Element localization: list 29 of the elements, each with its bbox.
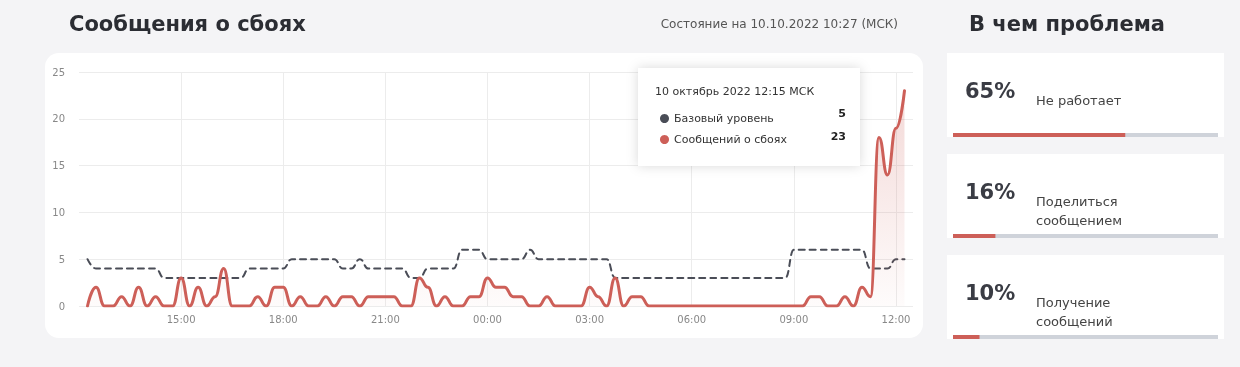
legend-label: Сообщений о сбоях [674, 133, 788, 146]
data-label: 16% [965, 180, 1016, 204]
line-series [86, 248, 906, 279]
data-label: 65% [965, 79, 1016, 103]
data-label: 10% [965, 281, 1016, 305]
y-tick-label: 5 [58, 253, 65, 265]
x-tick-label: 15:00 [166, 313, 196, 325]
y-tick-label: 0 [58, 300, 65, 312]
legend-label: Базовый уровень [674, 112, 774, 125]
legend-title: 10 октябрь 2022 12:15 МСК [655, 85, 815, 98]
x-tick-label: 12:00 [881, 313, 911, 325]
y-tick-label: Получение сообщений [1036, 295, 1115, 329]
y-tick-label: 10 [52, 206, 65, 218]
chart-title: В чем проблема [969, 11, 1166, 36]
x-tick-label: 06:00 [677, 313, 707, 325]
x-tick-label: 03:00 [575, 313, 605, 325]
y-tick-label: 15 [52, 160, 65, 172]
annotation: 23 [830, 130, 846, 143]
chart-title: Сообщения о сбоях [69, 11, 307, 36]
x-tick-label: 09:00 [779, 313, 809, 325]
x-tick-label: 21:00 [370, 313, 400, 325]
annotation: 5 [838, 107, 846, 120]
x-tick-label: 00:00 [473, 313, 502, 325]
y-tick-label: Поделиться сообщением [1036, 194, 1123, 228]
y-tick-label: 25 [52, 66, 65, 78]
chart-subtitle: Состояние на 10.10.2022 10:27 (МСК) [660, 17, 899, 31]
y-tick-label: 20 [52, 113, 65, 125]
y-tick-label: Не работает [1036, 93, 1122, 108]
x-tick-label: 18:00 [268, 313, 298, 325]
